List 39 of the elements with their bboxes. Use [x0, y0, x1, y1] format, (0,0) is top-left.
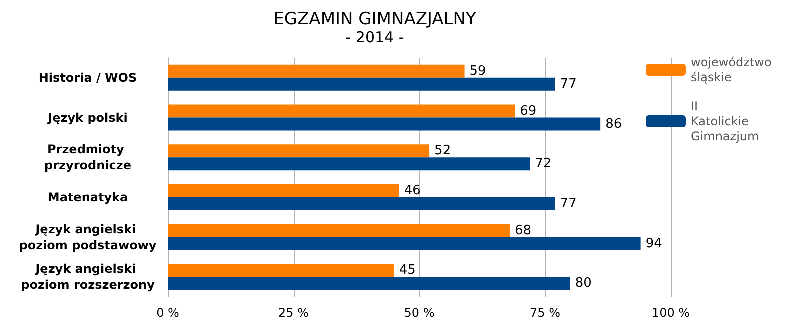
bar — [168, 197, 556, 210]
x-tick-label: 0 % — [156, 306, 180, 320]
bar — [168, 144, 430, 158]
y-tick-label: Historia / WOS — [38, 70, 138, 85]
y-tick-label: Język polski — [47, 110, 128, 125]
y-tick-label: Matenatyka — [48, 190, 128, 204]
bar — [168, 264, 394, 278]
y-tick-label: Przedmioty przyrodnicze — [44, 142, 132, 173]
x-tick-label: 50 % — [404, 306, 435, 320]
data-label: 72 — [535, 156, 552, 172]
y-tick-label: Język angielski poziom rozszerzony — [21, 262, 156, 292]
x-tick-label: 100 % — [652, 306, 690, 320]
bar — [168, 118, 601, 131]
data-label: 45 — [399, 263, 416, 278]
legend-label: II Katolickie Gimnazjum — [691, 100, 760, 144]
x-tick-label: 25 % — [278, 306, 309, 320]
y-tick-label: Język angielski poziom podstawowy — [19, 222, 157, 252]
data-label: 80 — [575, 276, 592, 292]
data-label: 52 — [434, 144, 452, 159]
data-label: 94 — [646, 236, 662, 252]
chart-title: EGZAMIN GIMNAZJALNY — [274, 10, 477, 30]
data-label: 68 — [515, 223, 532, 238]
chart-subtitle: - 2014 - — [346, 28, 404, 46]
data-label: 69 — [520, 104, 537, 119]
bar — [168, 184, 400, 198]
bar — [168, 277, 570, 290]
x-tick-label: 75 % — [530, 306, 560, 320]
data-label: 59 — [470, 64, 486, 79]
data-label: 77 — [560, 76, 577, 92]
bar — [168, 78, 556, 91]
data-label: 77 — [560, 196, 577, 212]
data-label: 86 — [606, 116, 622, 132]
bar — [168, 237, 641, 250]
data-label: 46 — [404, 183, 421, 198]
bar — [168, 64, 465, 78]
bar — [168, 224, 510, 238]
bar — [168, 158, 530, 171]
legend-label: województwo śląskie — [691, 56, 776, 84]
bar — [168, 104, 516, 118]
